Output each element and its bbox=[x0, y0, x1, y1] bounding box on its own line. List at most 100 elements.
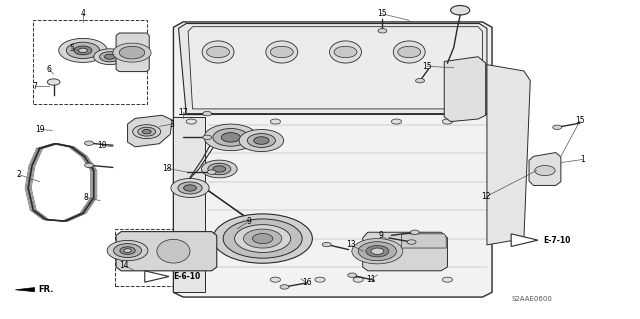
Circle shape bbox=[253, 137, 269, 144]
Polygon shape bbox=[487, 65, 531, 245]
Circle shape bbox=[171, 178, 209, 197]
Ellipse shape bbox=[266, 41, 298, 63]
Polygon shape bbox=[188, 27, 483, 109]
Circle shape bbox=[186, 119, 196, 124]
Polygon shape bbox=[15, 287, 35, 292]
Circle shape bbox=[252, 234, 273, 244]
Circle shape bbox=[203, 135, 212, 140]
Circle shape bbox=[132, 125, 161, 139]
Text: 4: 4 bbox=[81, 9, 85, 18]
Text: 9: 9 bbox=[378, 231, 383, 240]
Circle shape bbox=[213, 166, 226, 172]
Text: 11: 11 bbox=[366, 275, 376, 284]
Circle shape bbox=[397, 46, 420, 58]
Circle shape bbox=[378, 29, 387, 33]
Circle shape bbox=[244, 229, 282, 248]
Text: 1: 1 bbox=[580, 155, 585, 164]
Text: 17: 17 bbox=[178, 108, 188, 116]
Text: 15: 15 bbox=[422, 62, 432, 71]
Text: 7: 7 bbox=[32, 82, 37, 91]
Circle shape bbox=[353, 277, 364, 282]
Circle shape bbox=[352, 239, 403, 264]
Circle shape bbox=[371, 248, 384, 254]
Polygon shape bbox=[116, 232, 217, 271]
Text: 19: 19 bbox=[35, 125, 44, 134]
Circle shape bbox=[184, 185, 196, 191]
Circle shape bbox=[119, 46, 145, 59]
Ellipse shape bbox=[202, 41, 234, 63]
Text: E-7-10: E-7-10 bbox=[543, 236, 570, 245]
Circle shape bbox=[315, 277, 325, 282]
Polygon shape bbox=[179, 24, 487, 114]
Circle shape bbox=[124, 249, 131, 252]
Circle shape bbox=[104, 54, 115, 59]
Circle shape bbox=[442, 119, 452, 124]
Circle shape bbox=[120, 247, 135, 254]
Circle shape bbox=[79, 48, 88, 53]
Circle shape bbox=[334, 46, 357, 58]
Text: 15: 15 bbox=[378, 9, 387, 18]
Circle shape bbox=[138, 127, 156, 136]
Circle shape bbox=[235, 225, 291, 252]
Circle shape bbox=[207, 170, 216, 174]
Circle shape bbox=[223, 219, 302, 258]
Circle shape bbox=[451, 5, 470, 15]
Text: 14: 14 bbox=[119, 261, 129, 270]
Text: 3: 3 bbox=[170, 120, 175, 129]
Circle shape bbox=[270, 277, 280, 282]
Circle shape bbox=[323, 242, 331, 247]
Circle shape bbox=[186, 239, 196, 244]
Circle shape bbox=[74, 46, 92, 55]
Circle shape bbox=[366, 246, 389, 257]
Bar bbox=[33, 20, 147, 104]
Text: 10: 10 bbox=[97, 141, 107, 150]
Circle shape bbox=[410, 230, 419, 234]
Circle shape bbox=[59, 38, 107, 63]
Circle shape bbox=[270, 119, 280, 124]
Circle shape bbox=[204, 124, 257, 151]
Polygon shape bbox=[363, 232, 447, 271]
Circle shape bbox=[358, 242, 396, 261]
Circle shape bbox=[392, 119, 401, 124]
Text: S2AAE0600: S2AAE0600 bbox=[511, 296, 552, 302]
Circle shape bbox=[535, 166, 555, 176]
Circle shape bbox=[178, 182, 202, 194]
Circle shape bbox=[208, 163, 231, 175]
Polygon shape bbox=[127, 115, 172, 147]
Circle shape bbox=[270, 46, 293, 58]
Circle shape bbox=[213, 214, 312, 263]
Circle shape bbox=[113, 43, 151, 62]
Circle shape bbox=[247, 134, 275, 147]
Polygon shape bbox=[401, 234, 446, 248]
Circle shape bbox=[415, 78, 424, 83]
Circle shape bbox=[107, 241, 148, 261]
Ellipse shape bbox=[157, 239, 190, 263]
Circle shape bbox=[142, 130, 151, 134]
Text: 5: 5 bbox=[69, 44, 74, 53]
Polygon shape bbox=[511, 234, 538, 247]
Text: 16: 16 bbox=[303, 278, 312, 287]
Text: 12: 12 bbox=[481, 192, 490, 201]
Polygon shape bbox=[145, 271, 169, 282]
Circle shape bbox=[94, 49, 125, 65]
Circle shape bbox=[100, 52, 120, 62]
Circle shape bbox=[442, 277, 452, 282]
Circle shape bbox=[213, 129, 248, 146]
Circle shape bbox=[202, 160, 237, 178]
Text: FR.: FR. bbox=[38, 285, 54, 294]
Ellipse shape bbox=[394, 41, 425, 63]
Text: 2: 2 bbox=[17, 170, 22, 179]
Circle shape bbox=[113, 244, 141, 257]
Circle shape bbox=[553, 125, 562, 130]
Text: 13: 13 bbox=[346, 241, 355, 249]
Circle shape bbox=[84, 163, 93, 167]
Polygon shape bbox=[529, 152, 561, 185]
Polygon shape bbox=[444, 57, 486, 122]
Polygon shape bbox=[173, 22, 492, 297]
Circle shape bbox=[280, 285, 289, 289]
Circle shape bbox=[348, 273, 356, 278]
Text: 6: 6 bbox=[47, 65, 52, 74]
Bar bbox=[362, 229, 473, 281]
Circle shape bbox=[221, 133, 241, 142]
Circle shape bbox=[84, 141, 93, 145]
